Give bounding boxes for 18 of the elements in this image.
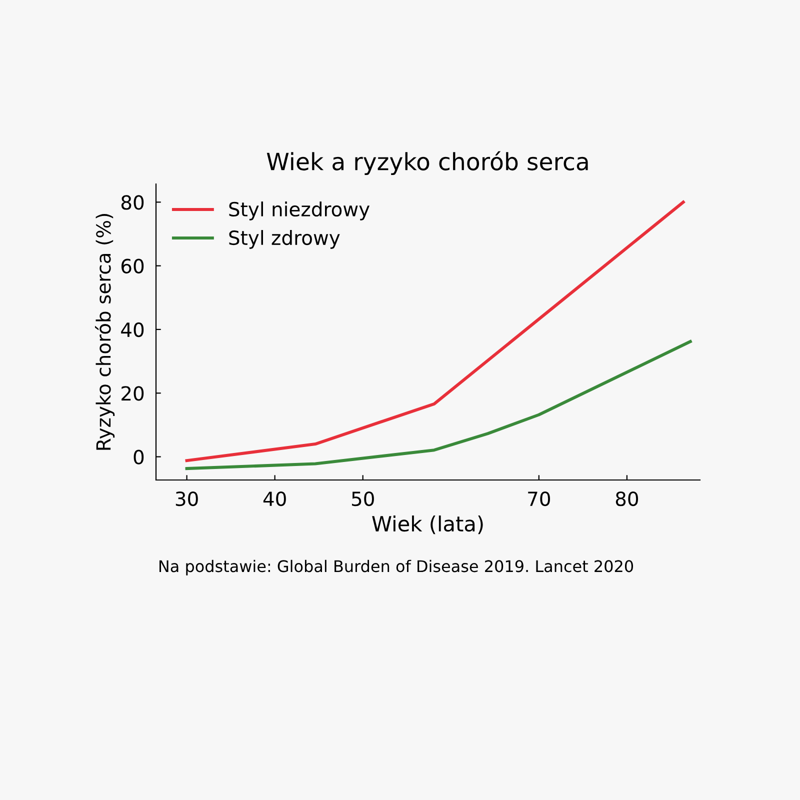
y-tick-label: 60 xyxy=(122,258,144,274)
x-tick-label: 80 xyxy=(616,491,638,506)
y-tick-label: 20 xyxy=(122,386,144,401)
y-axis-title: Ryzyko chorób serca (%) xyxy=(94,214,115,450)
line-series xyxy=(185,200,685,462)
y-tick-label: 0 xyxy=(134,450,144,464)
text: Na podstawie: Global Burden of Disease 2019. Lancet 2020 xyxy=(159,560,634,576)
y-tick-label: 80 xyxy=(121,195,144,210)
x-axis-title: Wiek (lata) xyxy=(372,515,483,534)
x-tick-label: 70 xyxy=(528,491,550,506)
x-tick-label: 40 xyxy=(263,491,286,506)
legend-label: Styl niezdrowy xyxy=(229,202,370,220)
chart-title: Wiek a ryzyko chorób serca xyxy=(266,151,588,176)
x-tick-label: 50 xyxy=(352,491,374,506)
line-series xyxy=(185,340,692,470)
legend-label: Styl zdrowy xyxy=(229,230,340,249)
x-tick-label: 30 xyxy=(176,491,198,506)
y-tick-label: 40 xyxy=(121,322,144,338)
